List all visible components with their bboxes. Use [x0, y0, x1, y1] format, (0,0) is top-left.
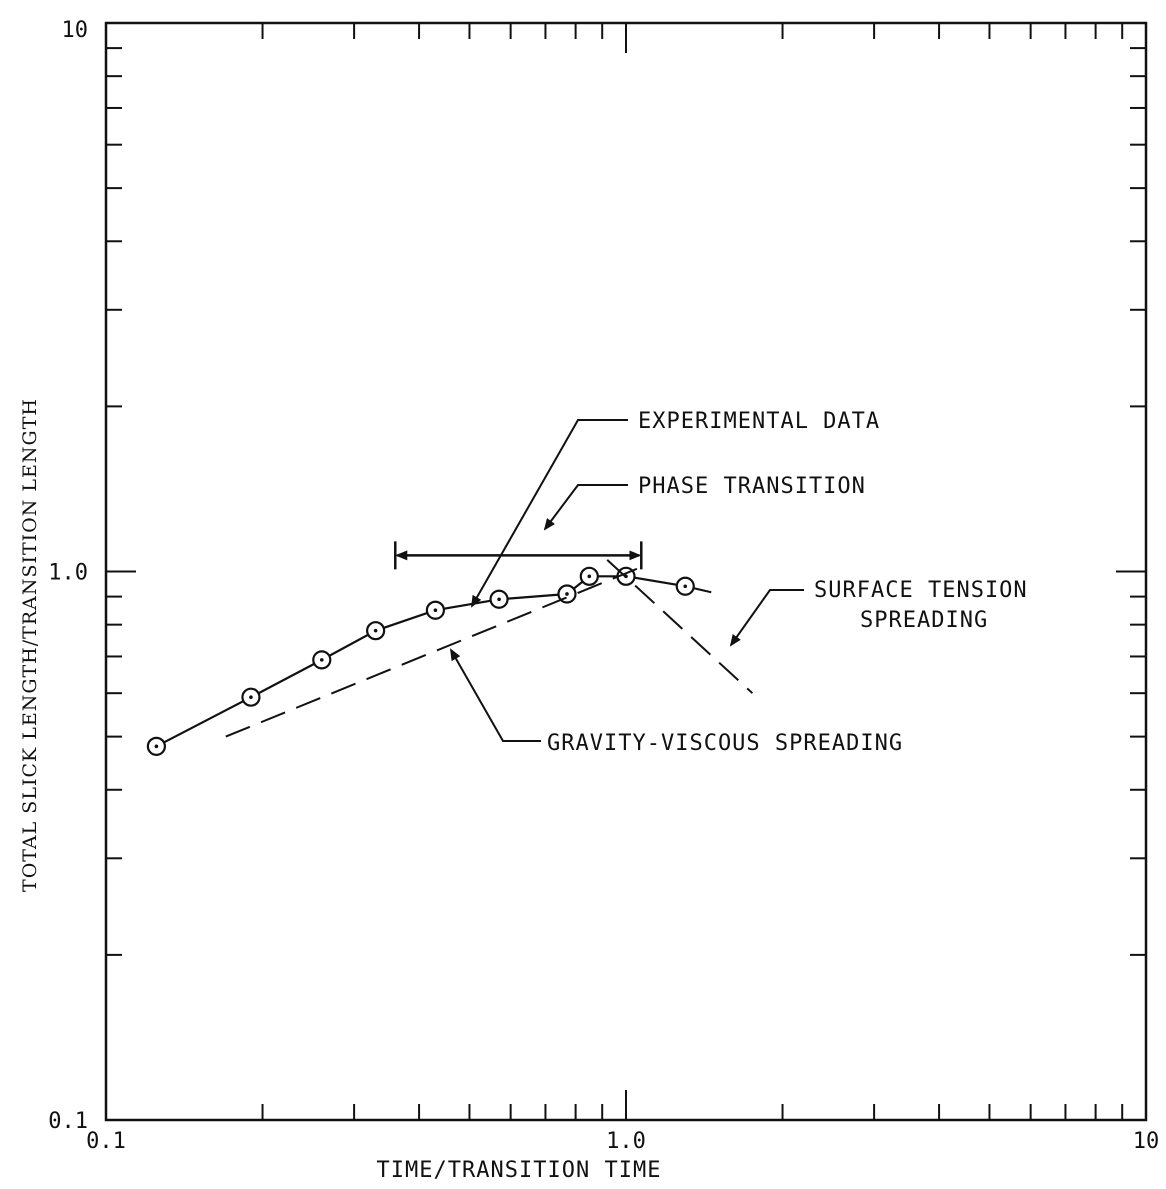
- annotations-layer: EXPERIMENTAL DATA PHASE TRANSITION SURFA…: [450, 409, 1028, 756]
- data-point-dot: [319, 658, 324, 662]
- y-tick-label: 1.0: [48, 561, 88, 586]
- data-point-dot: [249, 695, 253, 699]
- y-tick-label: 10: [62, 18, 89, 43]
- x-tick-label: 10: [1133, 1129, 1160, 1154]
- data-point-dot: [433, 608, 438, 613]
- series-layer: [146, 559, 754, 756]
- leader-gravity-viscous: [450, 648, 541, 742]
- y-tick-label: 0.1: [48, 1109, 88, 1134]
- data-point-dot: [497, 597, 501, 602]
- leader-phase-transition: [543, 484, 628, 531]
- dashed-line-1: [225, 563, 648, 738]
- x-tick-label: 0.1: [86, 1129, 126, 1154]
- x-axis-title: TIME/TRANSITION TIME: [377, 1158, 662, 1183]
- annotation-experimental-data: EXPERIMENTAL DATA: [638, 409, 880, 434]
- axis-ticks: [105, 22, 1147, 1121]
- axis-labels: TIME/TRANSITION TIME TOTAL SLICK LENGTH/…: [19, 18, 1159, 1183]
- annotation-surface-tension-line1: SURFACE TENSION: [814, 578, 1028, 603]
- data-point-dot: [565, 592, 569, 596]
- y-axis-title: TOTAL SLICK LENGTH/TRANSITION LENGTH: [19, 398, 41, 892]
- annotation-surface-tension-line2: SPREADING: [860, 608, 988, 633]
- data-point-dot: [683, 584, 688, 589]
- x-tick-label: 1.0: [606, 1129, 646, 1154]
- phase-transition-range: [394, 541, 643, 570]
- data-point-dot: [587, 574, 592, 579]
- data-point-dot: [154, 744, 159, 749]
- dashed-line-2: [606, 559, 754, 694]
- leader-surface-tension: [729, 589, 804, 647]
- annotation-gravity-viscous: GRAVITY-VISCOUS SPREADING: [547, 731, 903, 756]
- experimental-line: [155, 575, 686, 748]
- annotation-phase-transition: PHASE TRANSITION: [638, 474, 866, 499]
- leader-experimental-data: [471, 419, 628, 608]
- data-point-dot: [373, 628, 378, 633]
